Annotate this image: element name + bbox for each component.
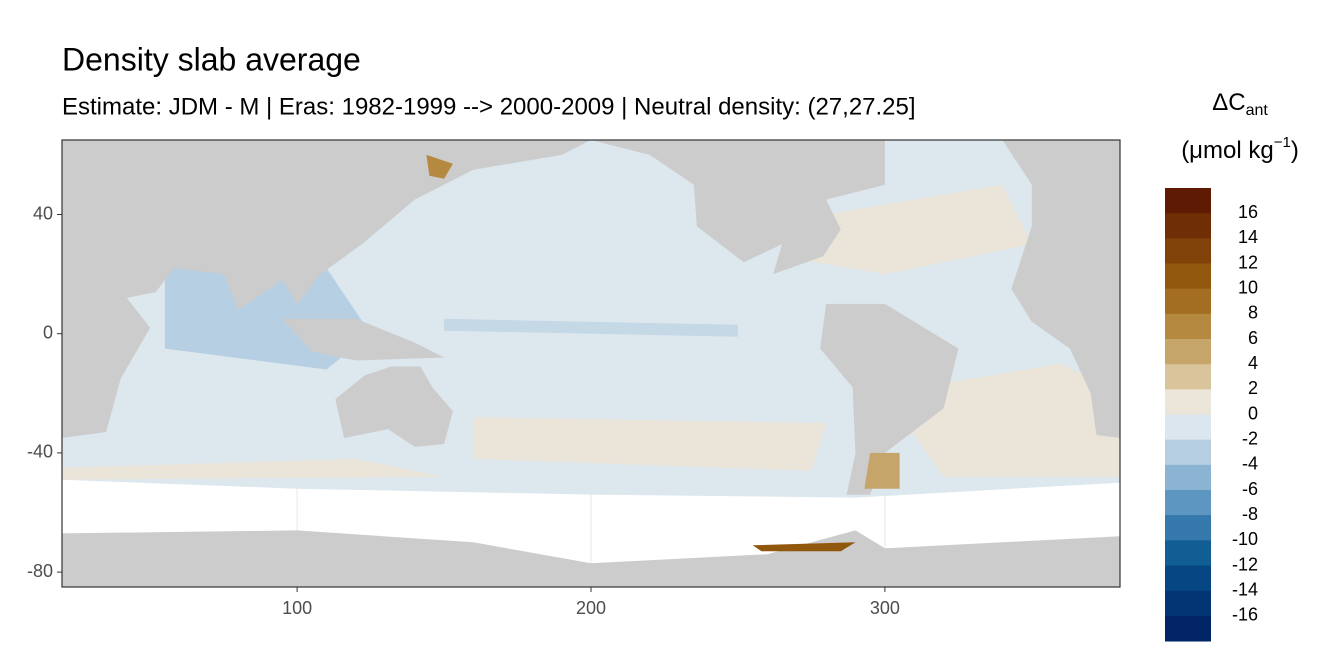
- chart-title: Density slab average: [62, 41, 361, 77]
- colorbar-bin: [1165, 464, 1211, 491]
- legend-title: ΔCant: [1212, 89, 1268, 119]
- legend-label: 8: [1248, 303, 1258, 323]
- legend-label: -2: [1242, 428, 1258, 448]
- colorbar-bin: [1165, 490, 1211, 516]
- hotspot: [864, 452, 900, 489]
- land: [335, 366, 453, 447]
- colorbar-bin: [1165, 263, 1211, 290]
- legend-label: 12: [1238, 252, 1258, 272]
- chart-subtitle: Estimate: JDM - M | Eras: 1982-1999 --> …: [62, 93, 916, 120]
- legend-label: 14: [1238, 227, 1258, 247]
- ocean-south-tan: [473, 417, 827, 471]
- ocean-south-tan: [62, 458, 445, 480]
- legend-label: 4: [1248, 353, 1258, 373]
- colorbar-bin: [1165, 313, 1211, 340]
- colorbar-bin: [1165, 540, 1211, 566]
- land: [1002, 140, 1120, 438]
- legend-label: 2: [1248, 378, 1258, 398]
- colorbar-bin: [1165, 414, 1211, 441]
- legend-title-sub: ant: [1246, 102, 1269, 119]
- colorbar-bin: [1165, 213, 1211, 239]
- land: [62, 140, 591, 438]
- colorbar-bin: [1165, 238, 1211, 264]
- legend-label: 10: [1238, 277, 1258, 297]
- land: [820, 303, 959, 495]
- legend-label: -10: [1232, 529, 1258, 549]
- x-tick-label: 300: [870, 598, 900, 618]
- land: [282, 318, 445, 361]
- legend-title-main: ΔC: [1212, 89, 1245, 116]
- ocean-eq-blue: [444, 318, 738, 337]
- ocean-natl-tan: [796, 184, 1032, 275]
- colorbar-bin: [1165, 288, 1211, 315]
- colorbar-bin: [1165, 389, 1211, 415]
- legend-unit: (μmol kg−1): [1181, 134, 1299, 164]
- y-tick-label: 0: [43, 322, 53, 342]
- land-antarctica: [62, 530, 1120, 587]
- y-tick-label: -80: [27, 561, 53, 581]
- colorbar-bin: [1165, 439, 1211, 466]
- legend-label: -4: [1242, 454, 1258, 474]
- colorbar-bin: [1165, 339, 1211, 365]
- legend-unit-sup: −1: [1274, 134, 1291, 151]
- legend-label: -8: [1242, 504, 1258, 524]
- colorbar-bin: [1165, 590, 1211, 617]
- hotspot: [426, 154, 453, 179]
- legend-label: -12: [1232, 554, 1258, 574]
- legend-unit-main: (μmol kg: [1181, 137, 1274, 164]
- legend-label: 16: [1238, 202, 1258, 222]
- legend-label: 6: [1248, 328, 1258, 348]
- colorbar-bin: [1165, 188, 1211, 214]
- colorbar-bin: [1165, 515, 1211, 541]
- legend-label: -16: [1232, 605, 1258, 625]
- x-tick-label: 100: [282, 598, 312, 618]
- x-tick-label: 200: [576, 598, 606, 618]
- legend-unit-close: ): [1291, 137, 1299, 164]
- colorbar-bin: [1165, 615, 1211, 642]
- colorbar-bin: [1165, 565, 1211, 592]
- legend-label: 0: [1248, 403, 1258, 423]
- y-tick-label: -40: [27, 442, 53, 462]
- colorbar-bin: [1165, 364, 1211, 390]
- legend-label: -14: [1232, 579, 1258, 599]
- land: [591, 140, 885, 275]
- y-tick-label: 40: [33, 203, 53, 223]
- legend-label: -6: [1242, 479, 1258, 499]
- hotspot: [752, 542, 856, 552]
